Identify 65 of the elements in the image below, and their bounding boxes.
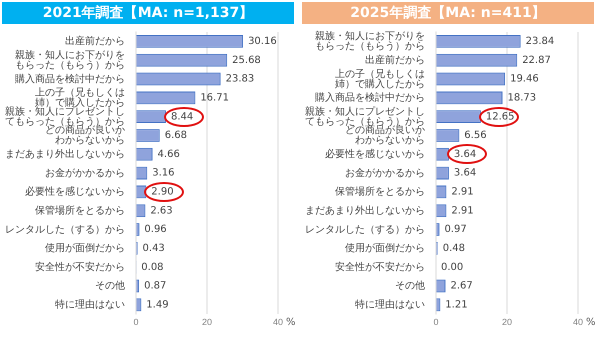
data-label: 19.46	[510, 74, 539, 85]
data-label: 23.84	[526, 36, 554, 47]
data-label: 12.65	[486, 111, 515, 122]
data-label: 0.43	[142, 242, 165, 254]
y-tick-label: 購入商品を検討中だから	[15, 72, 125, 85]
y-tick-label: まだあまり外出しないから	[5, 148, 125, 160]
data-label: 0.87	[144, 280, 166, 292]
data-label: 0.97	[444, 224, 467, 236]
y-tick-label: 保管場所をとるから	[335, 186, 425, 198]
data-label: 0.96	[144, 224, 167, 236]
y-tick-label: 安全性が不安だから	[335, 260, 425, 273]
x-tick-label: 0	[133, 317, 139, 328]
data-label: 3.64	[454, 148, 476, 160]
chart-title: 2021年調査【MA: n=1,137】	[2, 2, 294, 24]
data-label: 0.08	[141, 262, 164, 273]
data-label: 6.56	[464, 130, 487, 142]
data-label: 18.73	[507, 92, 536, 104]
y-tick-label: 必要性を感じないから	[325, 148, 425, 160]
y-tick-label: 上の子（兄もしくは姉）で購入したから	[335, 68, 425, 90]
y-tick-label: その他	[95, 280, 125, 292]
y-tick-label: 特に理由はない	[55, 298, 125, 311]
y-tick-label: 親族・知人にお下がりをもらった（もらう）から	[15, 48, 125, 71]
data-label: 23.83	[226, 74, 254, 85]
y-tick-label: その他	[395, 280, 425, 292]
y-tick-label: 使用が面倒だから	[45, 243, 125, 254]
y-tick-label: まだあまり外出しないから	[305, 204, 425, 216]
x-axis-title: %	[286, 316, 296, 328]
data-label: 1.49	[146, 299, 169, 310]
data-label: 2.67	[450, 280, 473, 292]
data-label: 6.68	[164, 130, 187, 142]
y-tick-label: 使用が面倒だから	[345, 243, 425, 254]
data-label: 2.91	[451, 205, 474, 216]
data-label: 3.16	[152, 168, 174, 179]
y-tick-label: お金がかかるから	[345, 166, 425, 179]
y-tick-label: 出産前だから	[365, 54, 425, 66]
y-tick-label: 親族・知人にお下がりをもらった（もらう）から	[315, 30, 425, 52]
y-tick-label: 必要性を感じないから	[25, 186, 125, 198]
x-tick-label: 20	[202, 317, 212, 328]
x-axis-title: %	[586, 316, 596, 328]
x-tick-label: 0	[433, 317, 439, 328]
x-tick-label: 20	[502, 317, 512, 328]
data-label: 25.68	[232, 54, 261, 66]
data-label: 3.64	[454, 168, 476, 179]
y-tick-label: 安全性が不安だから	[35, 260, 125, 273]
data-label: 8.44	[170, 111, 194, 122]
data-label: 2.63	[150, 205, 173, 216]
data-label: 0.48	[442, 242, 465, 254]
y-tick-label: お金がかかるから	[45, 166, 125, 179]
chart-title: 2025年調査【MA: n=411】	[302, 2, 594, 24]
data-label: 0.00	[441, 262, 464, 273]
data-label: 30.16	[248, 36, 277, 47]
y-tick-label: 購入商品を検討中だから	[315, 92, 425, 104]
y-tick-label: 出産前だから	[65, 35, 125, 48]
data-label: 22.87	[522, 54, 551, 66]
y-tick-label: レンタルした（する）から	[305, 224, 425, 236]
y-tick-label: 特に理由はない	[355, 298, 425, 311]
data-label: 2.90	[151, 186, 174, 198]
x-tick-label: 40	[572, 317, 584, 328]
data-label: 1.21	[445, 299, 468, 310]
y-tick-label: レンタルした（する）から	[5, 224, 125, 236]
x-tick-label: 40	[272, 317, 284, 328]
y-tick-label: 保管場所をとるから	[35, 204, 125, 216]
data-label: 2.91	[451, 186, 474, 198]
data-label: 4.66	[158, 148, 180, 160]
data-label: 16.71	[200, 92, 229, 104]
